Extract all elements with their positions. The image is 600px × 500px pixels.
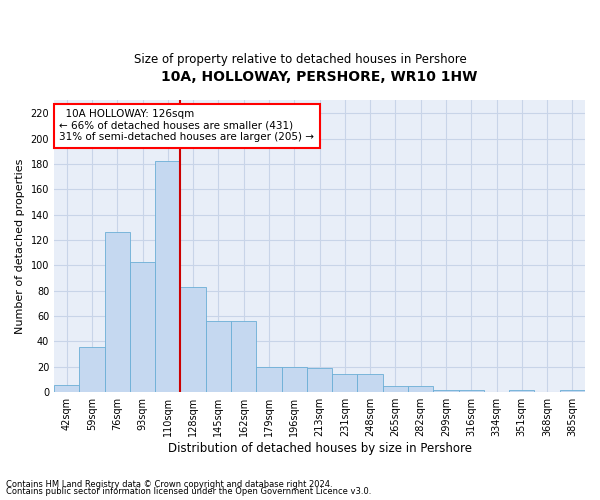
Bar bbox=[383, 386, 408, 392]
Bar bbox=[231, 321, 256, 392]
Bar bbox=[79, 346, 104, 392]
Bar bbox=[130, 262, 155, 392]
Text: 10A HOLLOWAY: 126sqm
← 66% of detached houses are smaller (431)
31% of semi-deta: 10A HOLLOWAY: 126sqm ← 66% of detached h… bbox=[59, 109, 314, 142]
Text: Contains public sector information licensed under the Open Government Licence v3: Contains public sector information licen… bbox=[6, 487, 371, 496]
Bar bbox=[358, 374, 383, 392]
Bar bbox=[332, 374, 358, 392]
Title: 10A, HOLLOWAY, PERSHORE, WR10 1HW: 10A, HOLLOWAY, PERSHORE, WR10 1HW bbox=[161, 70, 478, 84]
Bar bbox=[181, 287, 206, 392]
Bar bbox=[458, 390, 484, 392]
Bar bbox=[256, 367, 281, 392]
Bar bbox=[281, 367, 307, 392]
Bar bbox=[54, 384, 79, 392]
Bar bbox=[433, 390, 458, 392]
Bar bbox=[307, 368, 332, 392]
Y-axis label: Number of detached properties: Number of detached properties bbox=[15, 158, 25, 334]
Bar bbox=[104, 232, 130, 392]
Bar bbox=[206, 321, 231, 392]
Bar bbox=[560, 390, 585, 392]
Bar bbox=[408, 386, 433, 392]
Text: Size of property relative to detached houses in Pershore: Size of property relative to detached ho… bbox=[134, 52, 466, 66]
Bar bbox=[509, 390, 535, 392]
Text: Contains HM Land Registry data © Crown copyright and database right 2024.: Contains HM Land Registry data © Crown c… bbox=[6, 480, 332, 489]
Bar bbox=[155, 162, 181, 392]
X-axis label: Distribution of detached houses by size in Pershore: Distribution of detached houses by size … bbox=[167, 442, 472, 455]
